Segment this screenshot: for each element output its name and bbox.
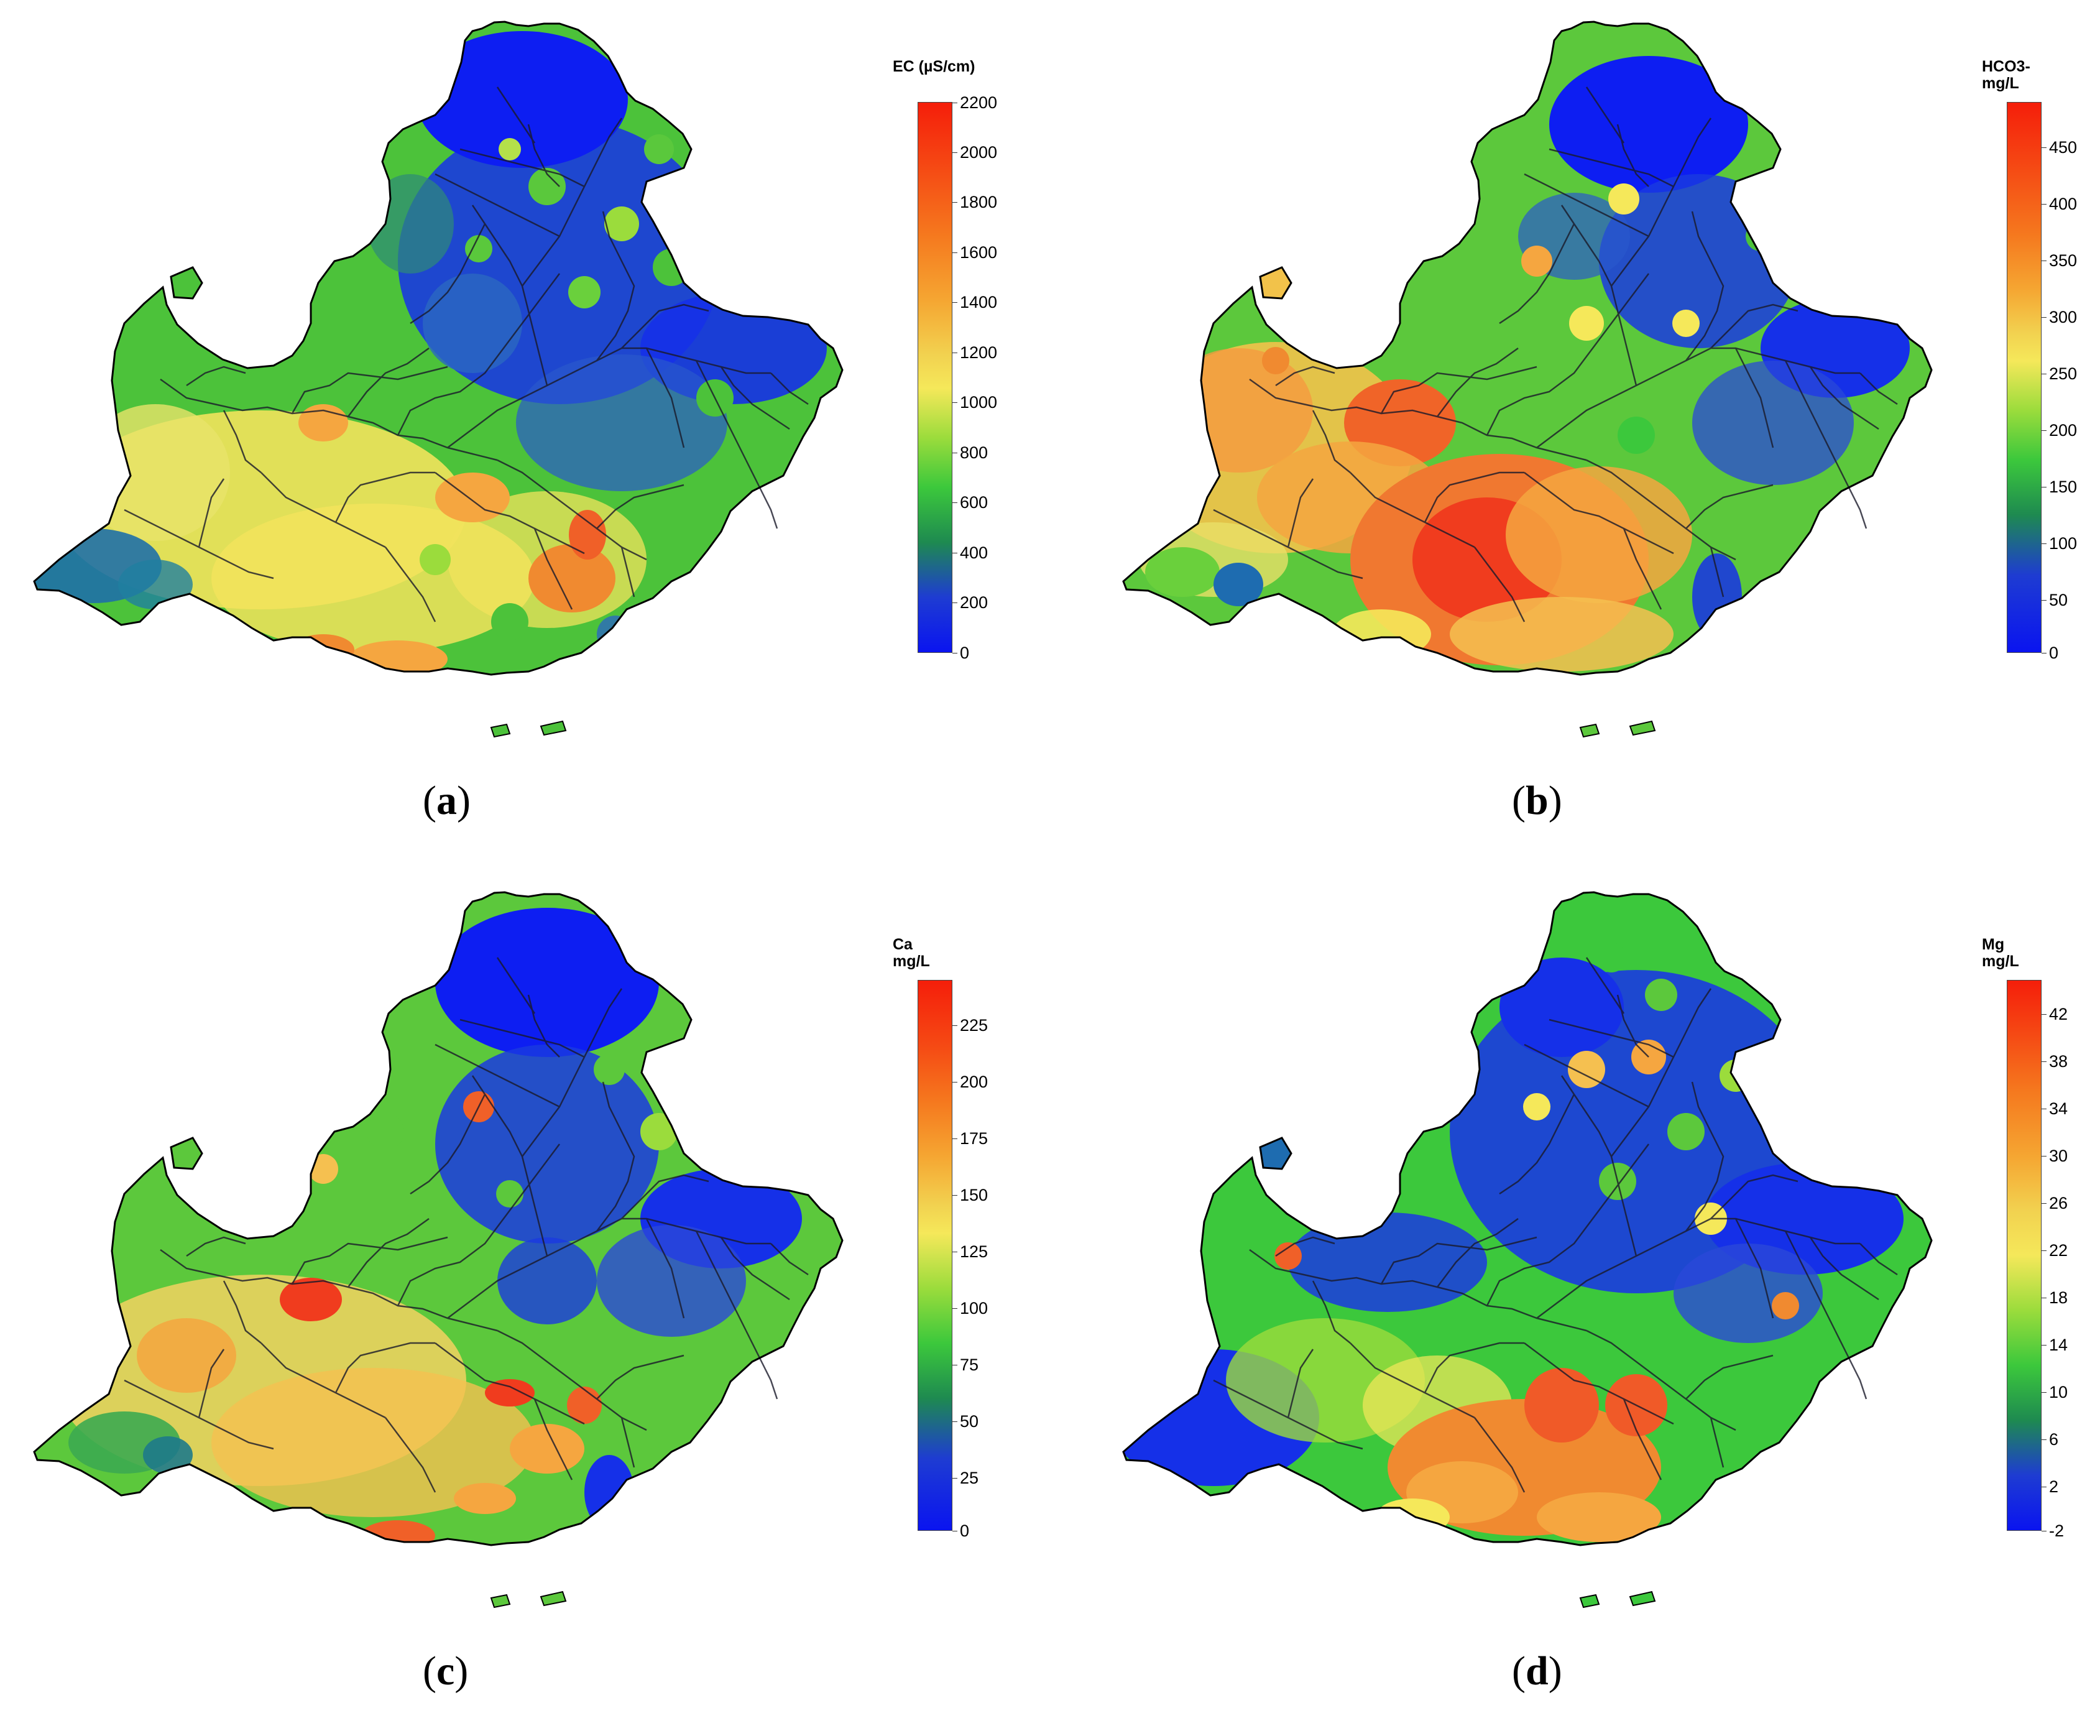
legend-tick: 75	[952, 1355, 979, 1374]
legend-tick: 2200	[952, 93, 998, 112]
legend-tick: 350	[2041, 251, 2078, 270]
legend-tick: 26	[2041, 1194, 2068, 1212]
caption-letter: d	[1525, 1648, 1549, 1694]
legend-tick: 300	[2041, 308, 2078, 326]
legend-tick: 125	[952, 1242, 988, 1261]
legend-tick: 38	[2041, 1052, 2068, 1071]
legend-tick: 150	[952, 1186, 988, 1204]
map-panel-d: Mg mg/L 42 38 34 30 26 22 18 14 10 6 2 -…	[1089, 870, 2100, 1736]
legend-tick: 10	[2041, 1383, 2068, 1401]
panel-caption: (c)	[423, 1648, 469, 1694]
legend-tick: 1000	[952, 393, 998, 412]
legend-tick: 1600	[952, 243, 998, 262]
legend-tick: 25	[952, 1469, 979, 1487]
legend-tick: 150	[2041, 478, 2078, 496]
legend-tick: 1200	[952, 343, 998, 362]
hco3-map	[1122, 21, 1933, 738]
legend-tick: 34	[2041, 1099, 2068, 1118]
legend-tick: 100	[952, 1299, 988, 1318]
legend-tick: 18	[2041, 1288, 2068, 1307]
caption-letter: a	[436, 778, 457, 823]
legend-title-line-1: Ca	[893, 936, 913, 953]
legend-tick: 200	[952, 593, 988, 612]
legend-tick: 0	[952, 644, 970, 662]
legend-tick: 0	[952, 1521, 970, 1540]
legend-title-line-1: HCO3-	[1982, 58, 2030, 75]
legend-tick: 30	[2041, 1147, 2068, 1165]
panel-caption: (b)	[1512, 778, 1562, 823]
legend-tick: 450	[2041, 138, 2078, 157]
legend-title-line-2: mg/L	[893, 953, 930, 970]
ca-map	[33, 891, 844, 1609]
legend-tick: 1400	[952, 293, 998, 312]
legend-title-line-2: mg/L	[1982, 75, 2019, 92]
legend-tick: 100	[2041, 534, 2078, 553]
legend-tick: 0	[2041, 644, 2059, 662]
legend-tick: -2	[2041, 1521, 2065, 1540]
map-panel-c: Ca mg/L 225 200 175 150 125 100 75 50 25…	[0, 870, 1051, 1736]
legend-tick: 600	[952, 493, 988, 512]
map-panel-a: EC (µS/cm) 2200 2000 1800 1600 1400 1200…	[0, 0, 1051, 866]
color-scale-bar	[918, 980, 952, 1531]
legend-tick: 2	[2041, 1477, 2059, 1496]
legend-tick: 50	[952, 1412, 979, 1431]
color-scale-bar	[2007, 102, 2042, 653]
legend-tick: 1800	[952, 193, 998, 211]
legend-tick: 400	[2041, 195, 2078, 213]
caption-letter: b	[1525, 778, 1549, 823]
map-panel-b: HCO3- mg/L 450 400 350 300 250 200 150 1…	[1089, 0, 2100, 866]
legend-tick: 200	[952, 1073, 988, 1091]
legend-title-line-1: Mg	[1982, 936, 2005, 953]
color-scale-bar	[2007, 980, 2042, 1531]
legend-tick: 22	[2041, 1241, 2068, 1260]
legend-title-line-1: EC (µS/cm)	[893, 58, 975, 75]
panel-caption: (a)	[423, 778, 471, 823]
caption-letter: c	[436, 1648, 455, 1694]
legend-tick: 800	[952, 443, 988, 462]
legend-title-line-2: mg/L	[1982, 953, 2019, 970]
legend-tick: 50	[2041, 591, 2068, 609]
legend-title: HCO3- mg/L	[1982, 58, 2030, 92]
ec-map	[33, 21, 844, 738]
legend-tick: 225	[952, 1016, 988, 1035]
legend-tick: 200	[2041, 421, 2078, 440]
legend-title: Mg mg/L	[1982, 936, 2019, 970]
legend-tick: 14	[2041, 1336, 2068, 1354]
legend-tick: 400	[952, 543, 988, 562]
legend-tick: 2000	[952, 143, 998, 162]
panel-caption: (d)	[1512, 1648, 1562, 1694]
legend-tick: 250	[2041, 364, 2078, 383]
color-scale-bar	[918, 102, 952, 653]
legend-title: Ca mg/L	[893, 936, 930, 970]
legend-tick: 42	[2041, 1005, 2068, 1023]
legend-title: EC (µS/cm)	[893, 58, 975, 75]
mg-map	[1122, 891, 1933, 1609]
legend-tick: 6	[2041, 1430, 2059, 1449]
legend-tick: 175	[952, 1129, 988, 1148]
